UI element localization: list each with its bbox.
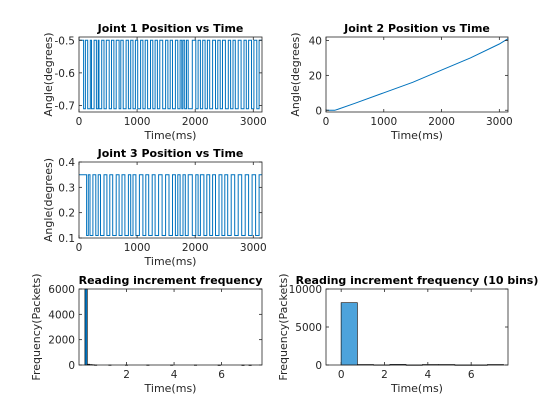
series-line — [79, 175, 262, 236]
chart-title: Joint 2 Position vs Time — [343, 22, 490, 35]
y-tick-label: 0 — [68, 360, 75, 372]
y-tick-label: -0.7 — [55, 100, 76, 112]
x-tick-label: 1000 — [124, 116, 151, 128]
x-tick-label: 0 — [338, 369, 345, 381]
y-axis-label: Angle(degrees) — [42, 158, 55, 242]
y-axis-label: Frequency(Packets) — [30, 273, 43, 380]
chart-title: Joint 1 Position vs Time — [97, 22, 244, 35]
x-tick-label: 2 — [123, 369, 130, 381]
x-tick-label: 4 — [171, 369, 178, 381]
x-tick-label: 3000 — [486, 116, 513, 128]
y-tick-label: 2000 — [48, 335, 75, 347]
x-tick-label: 1000 — [370, 116, 397, 128]
y-tick-label: 5000 — [295, 322, 322, 334]
y-tick-label: 0 — [315, 105, 322, 117]
chart-title: Reading increment frequency (10 bins) — [296, 274, 539, 287]
y-tick-label: 4000 — [48, 309, 75, 321]
x-axis-label: Time(ms) — [390, 129, 443, 142]
x-tick-label: 4 — [424, 369, 431, 381]
y-tick-label: 40 — [309, 35, 322, 47]
x-tick-label: 2000 — [182, 116, 209, 128]
x-tick-label: 2000 — [182, 242, 209, 254]
series-line — [79, 40, 262, 108]
subplot-2: 0 1000 2000 3000 0 20 40 Joint 2 Position vs Ti… — [289, 22, 513, 142]
y-axis-label: Angle(degrees) — [289, 32, 302, 116]
chart-title: Reading increment frequency — [79, 274, 263, 287]
x-tick-label: 2000 — [428, 116, 455, 128]
x-tick-label: 0 — [76, 116, 83, 128]
histogram-bar — [85, 289, 87, 365]
x-tick-label: 3000 — [240, 116, 267, 128]
x-tick-label: 0 — [76, 242, 83, 254]
x-tick-label: 0 — [323, 116, 330, 128]
axes-box — [79, 289, 262, 365]
x-tick-label: 2 — [381, 369, 388, 381]
x-axis-label: Time(ms) — [144, 255, 197, 268]
subplot-3: 0 1000 2000 3000 0.4 0.3 0.2 0.1 Joint 3 Positio… — [42, 147, 267, 268]
y-tick-label: 0.4 — [58, 157, 75, 169]
subplot-4: 2 4 6 0 2000 4000 6000 Reading increment freque… — [30, 273, 262, 395]
y-tick-label: 0.1 — [58, 233, 75, 245]
x-axis-label: Time(ms) — [390, 382, 443, 395]
y-tick-label: 20 — [309, 70, 322, 82]
x-tick-label: 6 — [218, 369, 225, 381]
y-tick-label: 0 — [315, 360, 322, 372]
y-tick-label: -0.5 — [55, 35, 76, 47]
y-axis-label: Frequency(Packets) — [277, 273, 290, 380]
x-tick-label: 3000 — [240, 242, 267, 254]
y-tick-label: -0.6 — [55, 68, 76, 80]
x-axis-label: Time(ms) — [144, 129, 197, 142]
chart-title: Joint 3 Position vs Time — [97, 147, 244, 160]
x-tick-label: 1000 — [124, 242, 151, 254]
y-tick-label: 0.2 — [58, 208, 75, 220]
y-axis-label: Angle(degrees) — [42, 32, 55, 116]
subplot-1: 0 1000 2000 3000 -0.5 -0.6 -0.7 Joint 1 Positio… — [42, 22, 267, 142]
series-line — [326, 39, 508, 111]
histogram-bar — [341, 303, 357, 365]
y-tick-label: 6000 — [48, 284, 75, 296]
x-axis-label: Time(ms) — [144, 382, 197, 395]
y-tick-label: 0.3 — [58, 182, 75, 194]
axes-box — [326, 37, 508, 112]
x-tick-label: 6 — [468, 369, 475, 381]
